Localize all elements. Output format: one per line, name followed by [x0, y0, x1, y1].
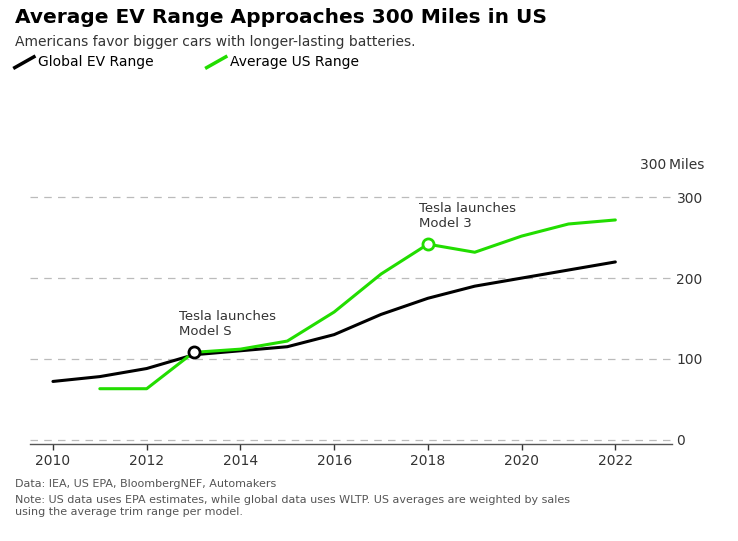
- Text: 300 Miles: 300 Miles: [641, 158, 705, 172]
- Text: Americans favor bigger cars with longer-lasting batteries.: Americans favor bigger cars with longer-…: [15, 35, 415, 49]
- Text: Tesla launches
Model 3: Tesla launches Model 3: [418, 202, 516, 229]
- Text: Global EV Range: Global EV Range: [38, 55, 154, 69]
- Text: Average US Range: Average US Range: [230, 55, 359, 69]
- Text: Tesla launches
Model S: Tesla launches Model S: [179, 310, 277, 338]
- Text: Average EV Range Approaches 300 Miles in US: Average EV Range Approaches 300 Miles in…: [15, 8, 547, 27]
- Text: Data: IEA, US EPA, BloombergNEF, Automakers: Data: IEA, US EPA, BloombergNEF, Automak…: [15, 479, 276, 489]
- Text: Note: US data uses EPA estimates, while global data uses WLTP. US averages are w: Note: US data uses EPA estimates, while …: [15, 495, 570, 517]
